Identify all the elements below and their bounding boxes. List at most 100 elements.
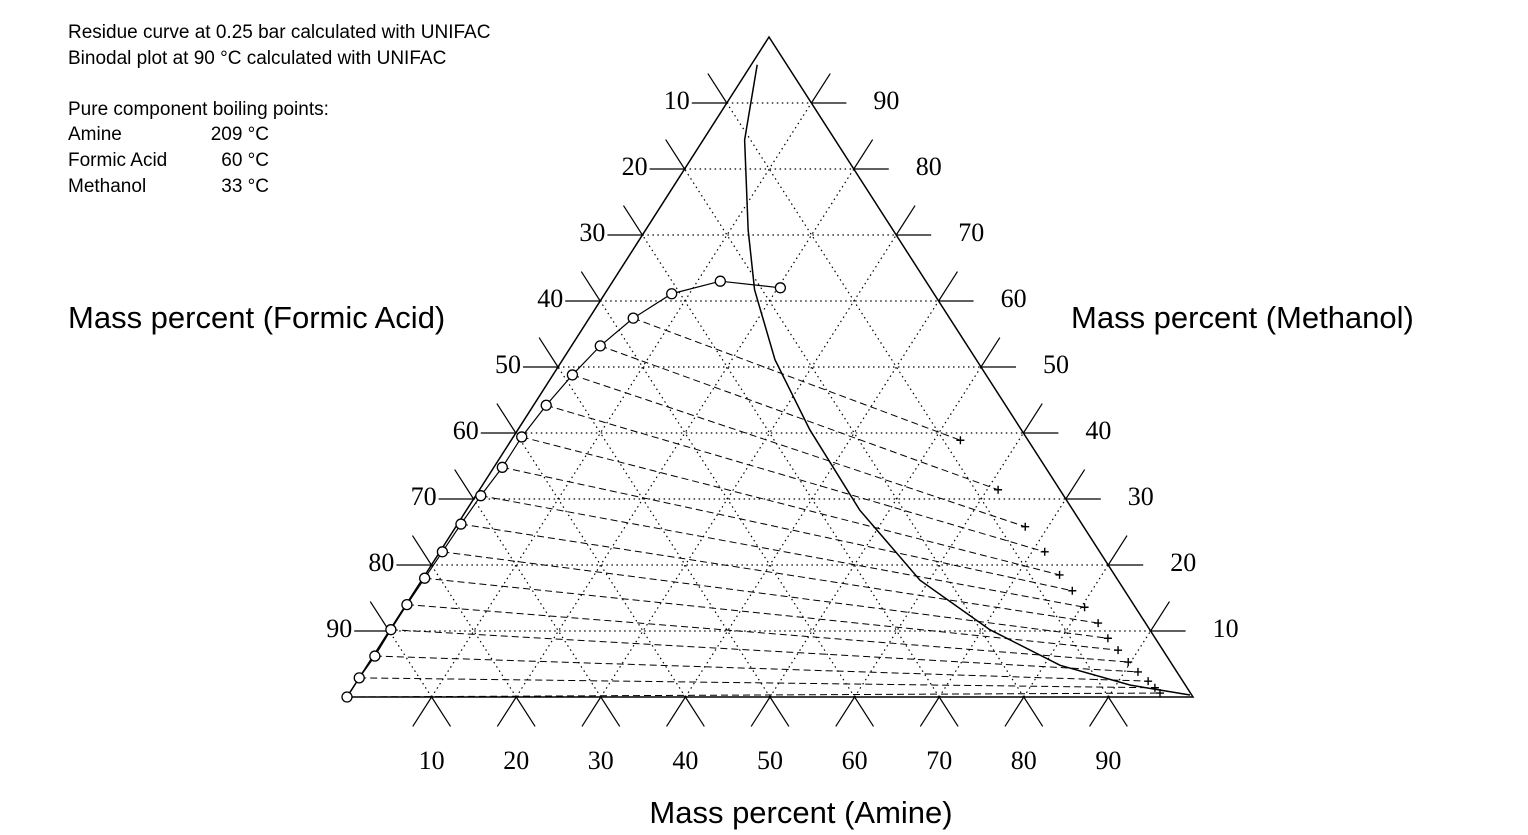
binodal-point [455, 518, 467, 530]
grid-line [515, 432, 686, 698]
binodal-point [994, 485, 1003, 494]
boiling-point: 60 °C [221, 150, 269, 171]
boiling-point: 209 °C [211, 124, 269, 145]
tick-mark [938, 696, 959, 727]
residue-curve [743, 64, 1191, 696]
tick-mark [1023, 696, 1044, 727]
tie-line [521, 436, 1060, 576]
tick-mark [707, 73, 728, 104]
binodal-point [1144, 677, 1153, 686]
left-tick-label: 80 [368, 548, 394, 577]
tick-mark [622, 205, 643, 236]
binodal-point [1094, 619, 1103, 628]
binodal-point [516, 431, 528, 443]
left-tick-label: 30 [579, 218, 605, 247]
component-name: Methanol [68, 176, 146, 197]
binodal-point [1068, 586, 1077, 595]
tick-mark [666, 696, 686, 727]
tick-mark [411, 535, 432, 566]
right-tick-label: 90 [873, 86, 899, 115]
bottom-tick-label: 30 [588, 746, 614, 775]
tie-line [546, 404, 1045, 553]
tick-mark [919, 696, 940, 727]
tick-mark [1022, 403, 1043, 434]
right-tick-label: 70 [958, 218, 984, 247]
note: Residue curve at 0.25 bar calculated wit… [68, 22, 490, 43]
binodal-point [436, 546, 449, 558]
tie-line [442, 551, 1108, 639]
binodal-point [566, 369, 579, 381]
tick-mark [895, 205, 916, 236]
tick-mark [600, 696, 621, 727]
tick-mark [1004, 696, 1025, 727]
tick-mark [369, 601, 390, 632]
left-tick-label: 60 [453, 416, 479, 445]
binodal-point [1021, 522, 1030, 531]
grid-line [430, 564, 517, 698]
tick-mark [496, 403, 517, 434]
tie-line [480, 495, 1085, 608]
grid-line [938, 498, 1067, 698]
right-tick-label: 30 [1128, 482, 1154, 511]
right-axis-title: Mass percent (Methanol) [1071, 300, 1414, 335]
left-axis-title: Mass percent (Formic Acid) [68, 300, 445, 335]
right-tick-label: 50 [1043, 350, 1069, 379]
component-name: Formic Acid [68, 150, 167, 171]
left-tick-label: 50 [495, 350, 521, 379]
tick-mark [980, 337, 1001, 368]
tie-line [346, 692, 1161, 698]
grid-line [726, 102, 1109, 698]
binodal-point [594, 340, 606, 352]
left-tick-label: 20 [622, 152, 648, 181]
tick-mark [538, 337, 559, 368]
bottom-axis-title: Mass percent (Amine) [649, 795, 952, 830]
left-tick-label: 70 [411, 482, 437, 511]
tick-mark [665, 139, 686, 170]
tick-mark [1089, 696, 1109, 727]
tick-mark [853, 139, 874, 170]
tick-mark [938, 271, 958, 302]
grid-line [557, 366, 771, 698]
boiling-title: Pure component boiling points: [68, 99, 329, 120]
tie-line [572, 374, 1026, 528]
binodal-point [341, 691, 353, 703]
bottom-tick-label: 40 [672, 746, 698, 775]
grid-line [388, 630, 433, 698]
tick-mark [515, 696, 536, 727]
grid-line [599, 300, 856, 698]
bottom-tick-label: 50 [757, 746, 783, 775]
binodal-point [956, 436, 965, 445]
tick-mark [580, 271, 601, 302]
right-tick-label: 10 [1213, 614, 1239, 643]
tick-mark [431, 696, 452, 727]
right-tick-label: 40 [1085, 416, 1111, 445]
bottom-tick-label: 70 [926, 746, 952, 775]
grid-line [473, 498, 602, 698]
binodal-point [353, 672, 365, 684]
binodal-point [714, 275, 726, 287]
binodal-point [1124, 658, 1133, 667]
binodal-point [496, 461, 508, 473]
binodal-point [1055, 570, 1064, 579]
tick-mark [684, 696, 705, 727]
binodal-point [385, 624, 397, 636]
tie-line [600, 345, 999, 491]
grid-line [854, 432, 1024, 698]
grid-line [1107, 630, 1152, 698]
tick-mark [496, 696, 517, 727]
tie-line [633, 317, 961, 441]
binodal-point [774, 282, 787, 294]
tie-line [502, 466, 1073, 592]
component-name: Amine [68, 124, 122, 145]
tick-mark [1107, 696, 1128, 727]
tie-line [390, 629, 1139, 673]
left-tick-label: 40 [537, 284, 563, 313]
bottom-tick-label: 60 [842, 746, 868, 775]
tick-mark [1107, 535, 1128, 566]
tie-line [359, 677, 1155, 689]
tie-line [460, 523, 1099, 624]
tick-mark [454, 469, 475, 500]
grid-line [600, 234, 897, 698]
